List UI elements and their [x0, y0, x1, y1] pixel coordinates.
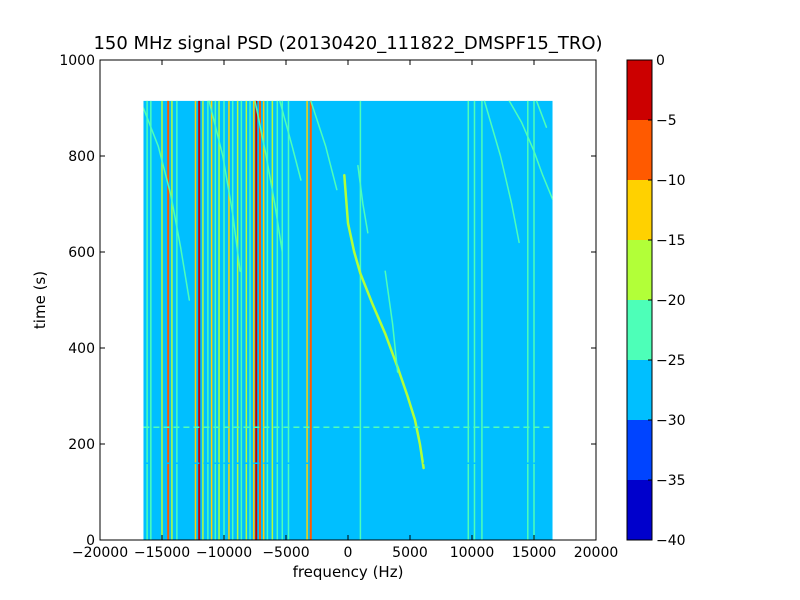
colorbar-tick-label: −35 [656, 473, 686, 489]
signal-trace [384, 270, 399, 373]
colorbar-band [627, 360, 652, 420]
signal-trace [143, 107, 191, 301]
heatmap-background-field [143, 100, 553, 541]
x-axis-label: frequency (Hz) [293, 563, 404, 581]
heatmap-plot: −20000 −15000 −10000 −5000 0 5000 10000 15000 20… [59, 53, 618, 561]
x-tick-label: 10000 [450, 545, 495, 561]
signal-trace [310, 100, 338, 191]
colorbar-band [627, 480, 652, 540]
y-tick-label: 600 [68, 245, 95, 261]
colorbar-tick-label: 0 [656, 53, 665, 69]
signal-trace [254, 100, 284, 253]
colorbar-band [627, 180, 652, 240]
x-tick-label: −5000 [262, 545, 309, 561]
signal-trace [343, 173, 425, 470]
x-tick-label: −20000 [72, 545, 128, 561]
colorbar-band [627, 120, 652, 180]
heatmap-data [143, 100, 553, 541]
colorbar-band [627, 240, 652, 300]
vertical-signal-lines [146, 100, 535, 540]
signal-trace [535, 100, 548, 128]
colorbar-band [627, 60, 652, 120]
y-tick-label: 800 [68, 149, 95, 165]
x-tick-label: 0 [344, 545, 353, 561]
signal-trace [208, 100, 241, 272]
colorbar-bands [627, 60, 652, 540]
colorbar-tick-label: −15 [656, 233, 686, 249]
y-tick-label: 400 [68, 341, 95, 357]
horizontal-signal-lines [143, 426, 553, 464]
x-tick-label: 15000 [512, 545, 557, 561]
y-axis-ticks: 0 200 400 600 800 1000 [59, 53, 596, 549]
colorbar-tick-label: −5 [656, 113, 677, 129]
colorbar-tick-label: −25 [656, 353, 686, 369]
colorbar-tick-label: −20 [656, 293, 686, 309]
colorbar-tick-label: −10 [656, 173, 686, 189]
signal-traces [143, 100, 553, 470]
x-axis-ticks: −20000 −15000 −10000 −5000 0 5000 10000 15000 20… [72, 60, 618, 561]
signal-trace [279, 100, 302, 181]
signal-trace [483, 100, 520, 244]
y-tick-label: 1000 [59, 53, 95, 69]
y-tick-label: 200 [68, 437, 95, 453]
y-axis-label: time (s) [31, 271, 49, 329]
colorbar-band [627, 420, 652, 480]
signal-trace [357, 164, 369, 234]
x-tick-label: 5000 [392, 545, 428, 561]
colorbar-tick-label: −30 [656, 413, 686, 429]
x-tick-label: −10000 [196, 545, 252, 561]
signal-trace [508, 100, 553, 200]
chart-title: 150 MHz signal PSD (20130420_111822_DMSP… [93, 33, 602, 54]
x-tick-label: 20000 [574, 545, 619, 561]
colorbar: −40 −35 −30 −25 −20 −15 −10 −5 0 [626, 53, 686, 549]
y-tick-label: 0 [86, 533, 95, 549]
x-tick-label: −15000 [134, 545, 190, 561]
colorbar-ticks: −40 −35 −30 −25 −20 −15 −10 −5 0 [648, 53, 686, 549]
colorbar-tick-label: −40 [656, 533, 686, 549]
colorbar-band [627, 300, 652, 360]
